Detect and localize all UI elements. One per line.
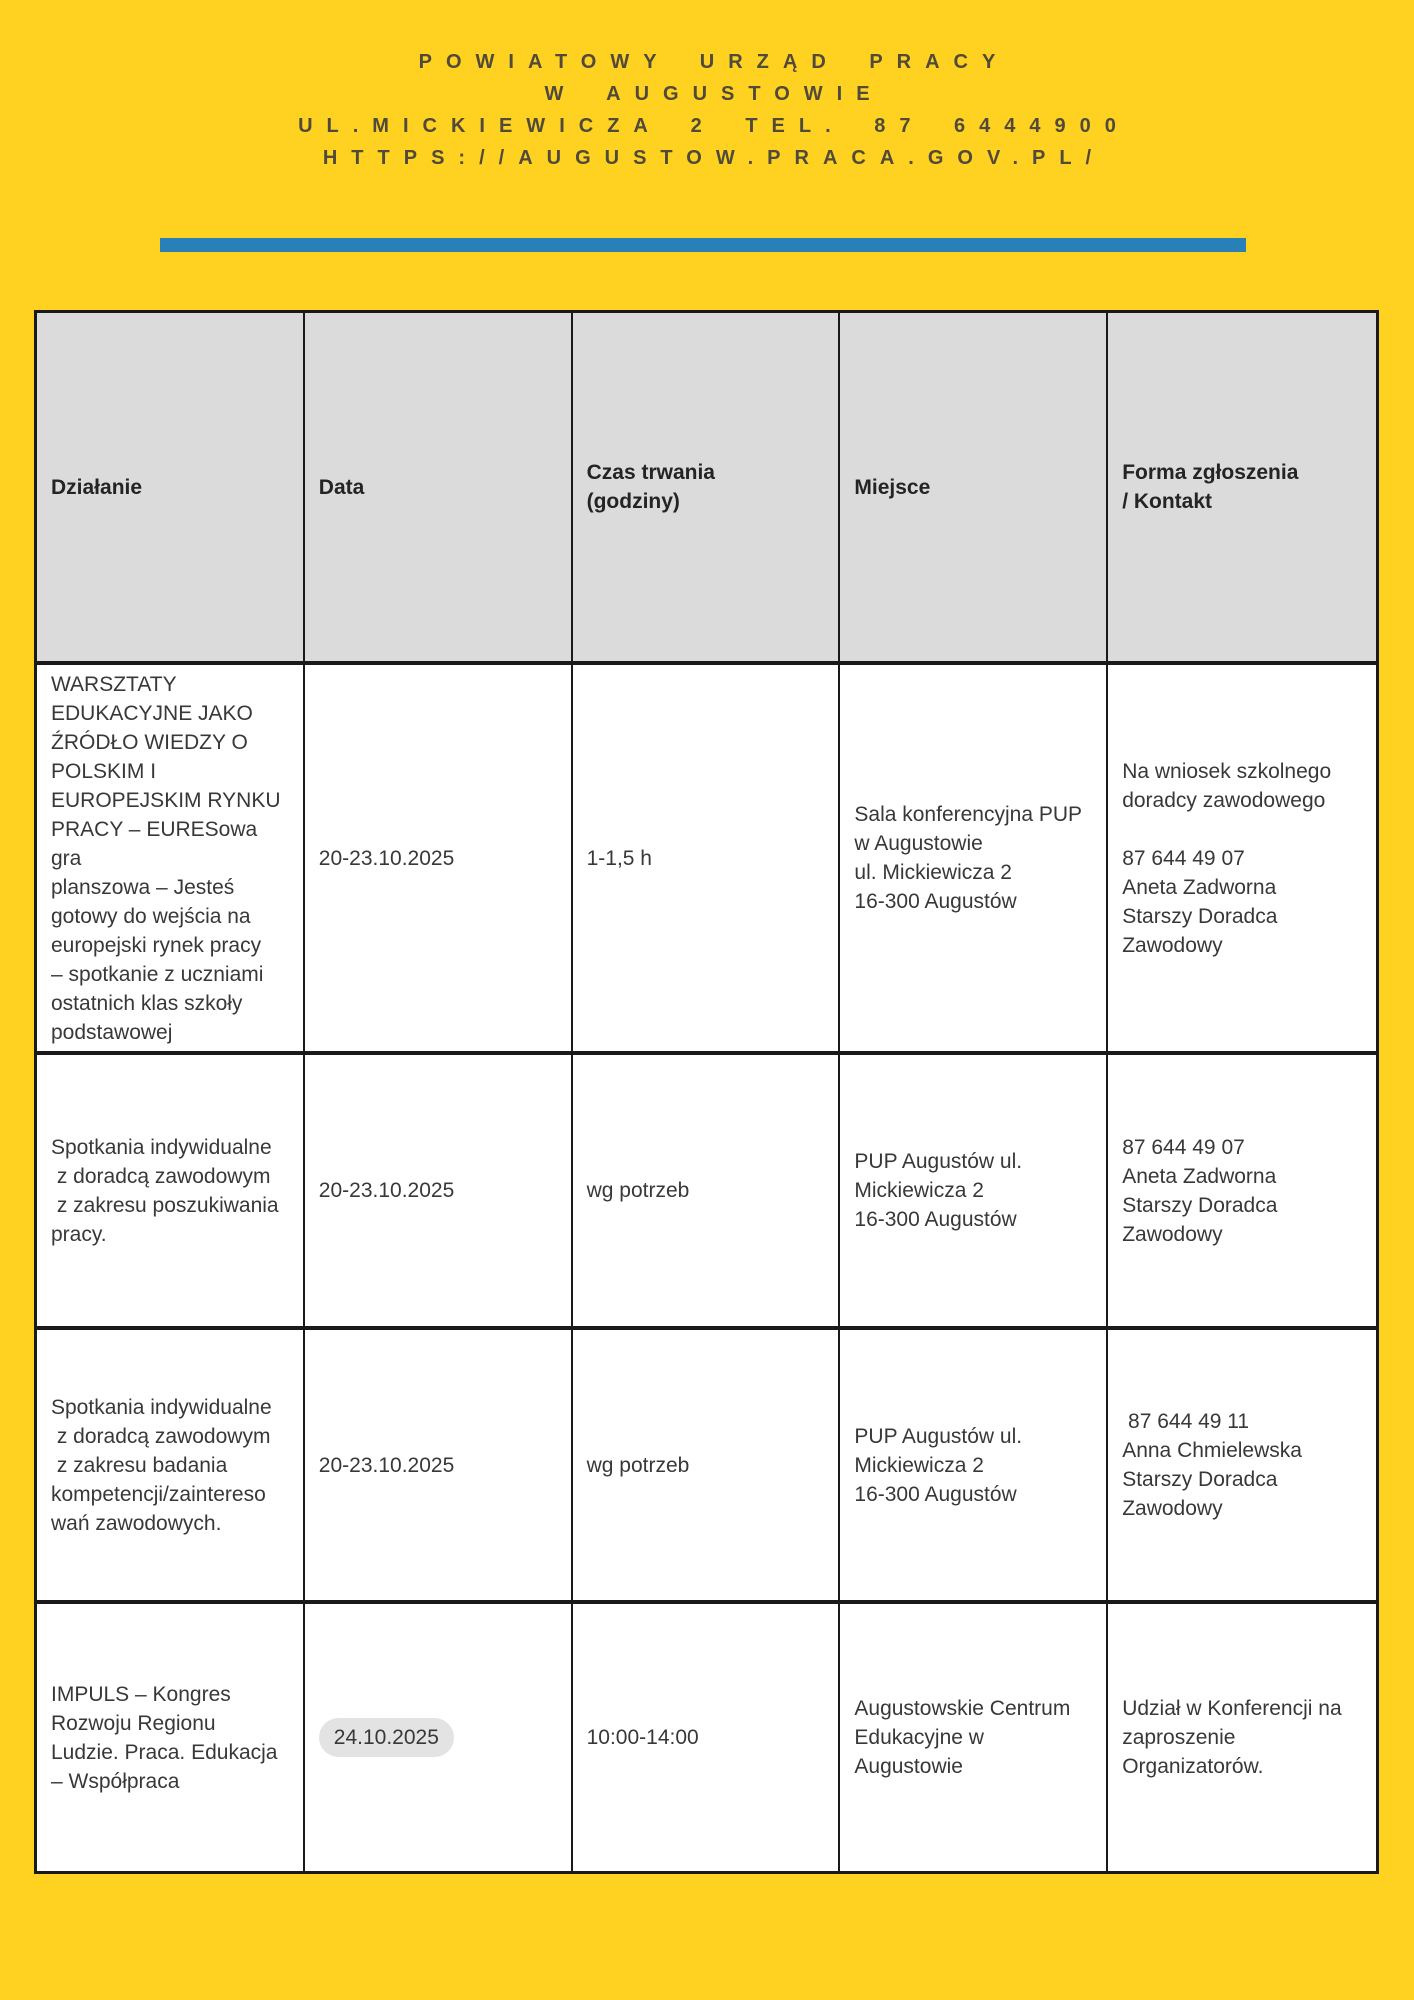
column-header-data: Data bbox=[304, 313, 573, 665]
column-header-dzialanie: Działanie bbox=[37, 313, 305, 665]
cell-dzialanie: WARSZTATY EDUKACYJNE JAKO ŹRÓDŁO WIEDZY … bbox=[37, 665, 305, 1055]
cell-czas: wg potrzeb bbox=[572, 1055, 841, 1330]
schedule-table: Działanie Data Czas trwania (godziny) Mi… bbox=[34, 310, 1379, 1874]
cell-dzialanie: Spotkania indywidualne z doradcą zawodow… bbox=[37, 1055, 305, 1330]
office-header: POWIATOWY URZĄD PRACY W AUGUSTOWIE UL.MI… bbox=[0, 46, 1414, 174]
cell-data: 20-23.10.2025 bbox=[304, 1055, 573, 1330]
cell-miejsce: Augustowskie Centrum Edukacyjne w August… bbox=[840, 1604, 1109, 1871]
cell-czas: wg potrzeb bbox=[572, 1330, 841, 1604]
cell-forma: 87 644 49 07 Aneta Zadworna Starszy Dora… bbox=[1108, 1055, 1376, 1330]
cell-forma: 87 644 49 11 Anna Chmielewska Starszy Do… bbox=[1108, 1330, 1376, 1604]
office-website-line: HTTPS://AUGUSTOW.PRACA.GOV.PL/ bbox=[322, 147, 1106, 169]
office-address-phone-line: UL.MICKIEWICZA 2 TEL. 87 6444900 bbox=[298, 115, 1130, 137]
cell-forma: Na wniosek szkolnego doradcy zawodowego … bbox=[1108, 665, 1376, 1055]
divider-bar bbox=[160, 238, 1246, 252]
column-header-czas: Czas trwania (godziny) bbox=[572, 313, 841, 665]
cell-czas: 10:00-14:00 bbox=[572, 1604, 841, 1871]
office-name-line: POWIATOWY URZĄD PRACY bbox=[418, 51, 1010, 73]
cell-czas: 1-1,5 h bbox=[572, 665, 841, 1055]
cell-miejsce: PUP Augustów ul. Mickiewicza 2 16-300 Au… bbox=[840, 1055, 1109, 1330]
date-highlight: 24.10.2025 bbox=[318, 1718, 454, 1757]
cell-miejsce: PUP Augustów ul. Mickiewicza 2 16-300 Au… bbox=[840, 1330, 1109, 1604]
cell-data: 20-23.10.2025 bbox=[304, 665, 573, 1055]
cell-dzialanie: IMPULS – Kongres Rozwoju Regionu Ludzie.… bbox=[37, 1604, 305, 1871]
cell-forma: Udział w Konferencji na zaproszenie Orga… bbox=[1108, 1604, 1376, 1871]
cell-data: 20-23.10.2025 bbox=[304, 1330, 573, 1604]
column-header-forma: Forma zgłoszenia / Kontakt bbox=[1108, 313, 1376, 665]
column-header-miejsce: Miejsce bbox=[840, 313, 1109, 665]
cell-miejsce: Sala konferencyjna PUP w Augustowie ul. … bbox=[840, 665, 1109, 1055]
cell-dzialanie: Spotkania indywidualne z doradcą zawodow… bbox=[37, 1330, 305, 1604]
cell-data: 24.10.2025 bbox=[304, 1604, 573, 1871]
office-city-line: W AUGUSTOWIE bbox=[544, 83, 884, 105]
